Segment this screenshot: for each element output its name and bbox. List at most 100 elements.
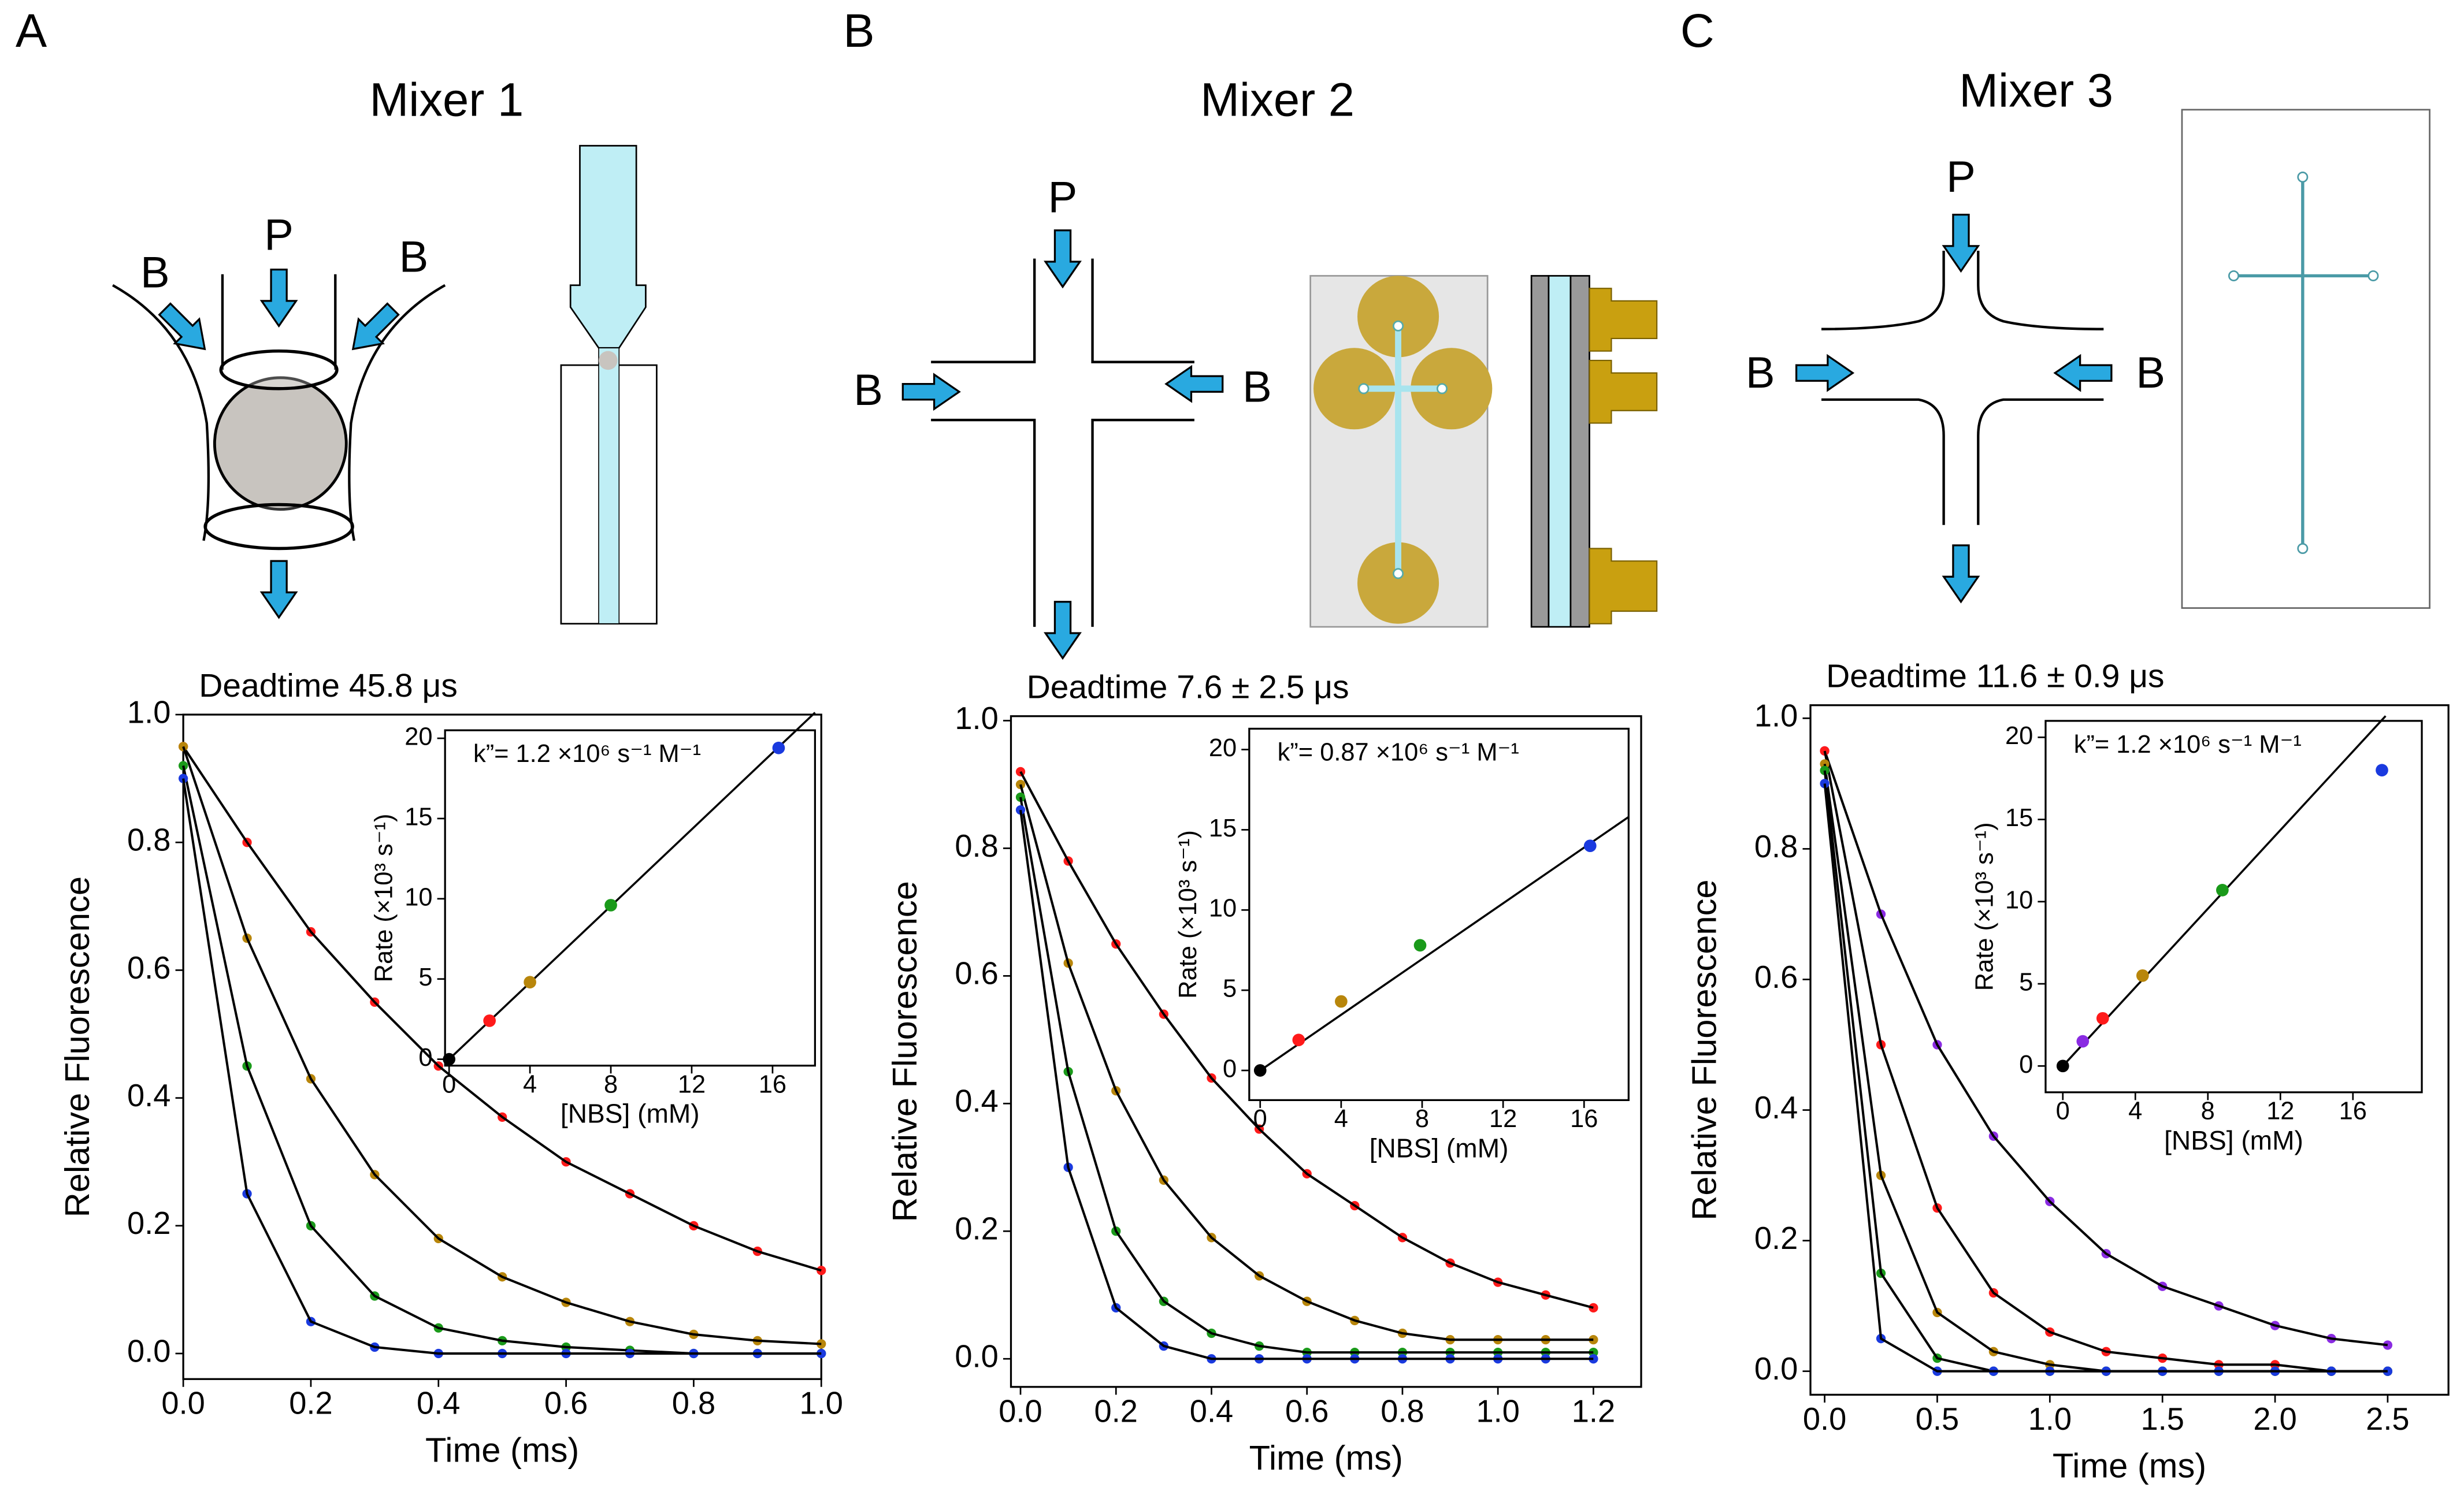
fit-curve	[1019, 771, 1594, 1309]
y-tick-label: 15	[405, 803, 432, 831]
data-point	[1820, 779, 1830, 789]
x-axis-label: [NBS] (mM)	[2164, 1125, 2303, 1155]
x-tick-label: 0.4	[1190, 1394, 1233, 1429]
x-tick-label: 0.0	[999, 1394, 1042, 1429]
data-point	[2376, 764, 2388, 777]
y-tick-label: 1.0	[955, 701, 998, 736]
x-tick-label: 1.0	[2028, 1402, 2072, 1437]
x-tick-label: 1.0	[800, 1386, 843, 1421]
x-tick-label: 0.0	[161, 1386, 205, 1421]
x-tick-label: 12	[2266, 1098, 2294, 1125]
x-tick-label: 16	[759, 1070, 786, 1098]
y-tick-label: 10	[405, 883, 432, 911]
x-tick-label: 0.8	[1381, 1394, 1424, 1429]
data-point	[2096, 1012, 2109, 1025]
data-point	[1413, 939, 1427, 952]
x-axis-label: Time (ms)	[2053, 1446, 2206, 1485]
x-tick-label: 2.0	[2253, 1402, 2296, 1437]
y-tick-label: 1.0	[1754, 699, 1798, 734]
y-axis-label: Rate (×10³ s⁻¹)	[370, 814, 398, 983]
data-point	[604, 899, 617, 912]
diagram-label: B	[1746, 348, 1775, 397]
diagram-label: P	[264, 210, 294, 259]
x-tick-label: 8	[604, 1070, 618, 1098]
annotation: k”= 1.2 ×10⁶ s⁻¹ M⁻¹	[2074, 731, 2302, 758]
data-point	[1292, 1033, 1305, 1047]
y-tick-label: 15	[2005, 804, 2033, 832]
x-tick-label: 0.8	[672, 1386, 715, 1421]
plot-frame	[444, 729, 817, 1067]
chart-title: Deadtime 7.6 ± 2.5 μs	[1027, 669, 1349, 706]
y-tick-label: 5	[1223, 975, 1237, 1003]
plot-frame	[1809, 704, 2450, 1396]
y-tick-label: 1.0	[127, 695, 170, 730]
fit-curve	[182, 778, 822, 1355]
x-tick-label: 4	[1334, 1105, 1348, 1133]
y-tick-label: 20	[2005, 722, 2033, 750]
fit-line	[1259, 816, 1630, 1072]
data-point	[1820, 765, 1830, 775]
x-tick-label: 0.6	[1285, 1394, 1329, 1429]
plot-frame	[1010, 715, 1642, 1388]
data-point	[2216, 884, 2229, 897]
x-tick-label: 8	[2201, 1098, 2215, 1125]
plot-frame	[1248, 727, 1630, 1102]
x-tick-label: 16	[1570, 1105, 1598, 1133]
diagram-label: B	[1242, 363, 1272, 412]
data-point	[1589, 1354, 1598, 1364]
fit-curve	[182, 746, 822, 1345]
y-tick-label: 0	[2019, 1051, 2033, 1079]
x-tick-label: 12	[678, 1070, 706, 1098]
mixer-1-diagram: B P B	[112, 144, 658, 625]
x-tick-label: 0.6	[544, 1386, 588, 1421]
y-axis-label: Relative Fluorescence	[58, 876, 97, 1217]
diagram-label: P	[1946, 153, 1976, 202]
y-axis-label: Relative Fluorescence	[1685, 879, 1724, 1220]
y-tick-label: 0.8	[1754, 830, 1798, 864]
diagram-label: B	[399, 232, 429, 281]
fit-curve	[1019, 797, 1594, 1354]
data-point	[1015, 779, 1026, 790]
y-tick-label: 0	[1223, 1055, 1237, 1083]
panel-letter: A	[16, 5, 47, 57]
x-tick-label: 0.4	[417, 1386, 460, 1421]
x-tick-label: 0.2	[289, 1386, 332, 1421]
diagram-label: B	[2136, 348, 2165, 397]
diagram-label: B	[140, 248, 170, 298]
x-tick-label: 0.0	[1803, 1402, 1846, 1437]
y-tick-label: 0.6	[127, 951, 170, 986]
mixer-2-diagram: B P B	[854, 173, 1658, 660]
data-point	[2383, 1366, 2393, 1376]
y-tick-label: 10	[1209, 895, 1237, 923]
data-point	[1820, 759, 1830, 769]
data-point	[524, 976, 536, 989]
data-point	[1589, 1334, 1598, 1345]
y-tick-label: 0.4	[955, 1084, 998, 1119]
x-tick-label: 8	[1415, 1105, 1429, 1133]
y-tick-label: 0.2	[955, 1212, 998, 1247]
data-point	[483, 1014, 496, 1027]
data-point	[2383, 1340, 2393, 1350]
data-point	[1589, 1303, 1598, 1312]
data-point	[1583, 839, 1597, 853]
fit-curve	[1019, 809, 1594, 1360]
x-tick-label: 1.0	[1476, 1394, 1519, 1429]
y-tick-label: 0.8	[127, 823, 170, 858]
data-point	[178, 742, 188, 752]
y-tick-label: 10	[2005, 886, 2033, 914]
x-tick-label: 12	[1489, 1105, 1517, 1133]
plot-frame	[2044, 720, 2423, 1094]
x-tick-label: 0.5	[1916, 1402, 1959, 1437]
panel-letter: B	[843, 5, 874, 57]
fit-curve	[1019, 784, 1594, 1341]
x-tick-label: 0	[1253, 1105, 1267, 1133]
y-tick-label: 5	[2019, 969, 2033, 996]
fit-curve	[1823, 783, 2388, 1373]
diagram-label: B	[854, 366, 883, 415]
y-axis-label: Rate (×10³ s⁻¹)	[1971, 822, 1998, 991]
x-tick-label: 2.5	[2366, 1402, 2409, 1437]
data-point	[772, 741, 785, 754]
x-tick-label: 0.2	[1094, 1394, 1138, 1429]
data-point	[2136, 969, 2149, 982]
